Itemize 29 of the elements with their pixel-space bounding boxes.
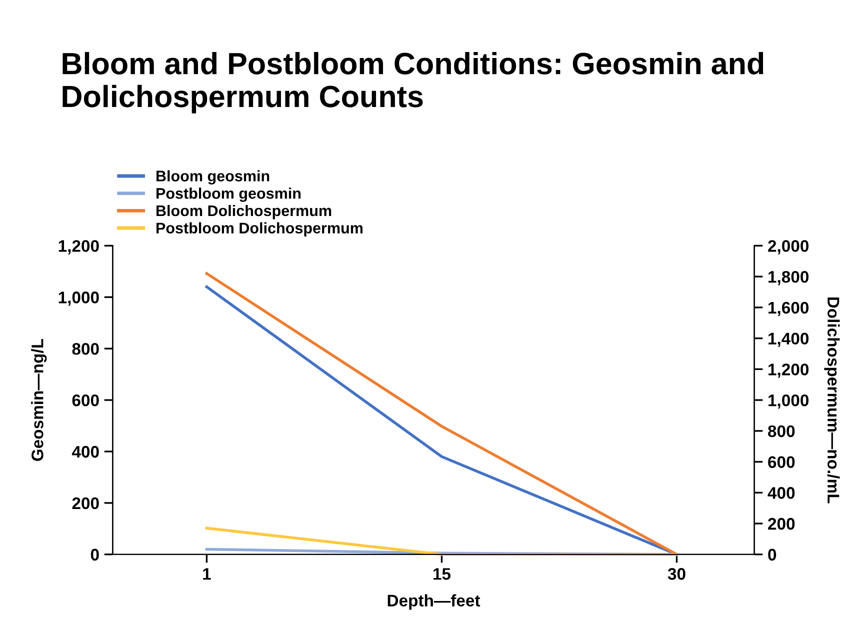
x-tick-label: 30 (668, 568, 686, 580)
x-tick-label: 15 (434, 568, 451, 580)
chart-title: Bloom and Postbloom Conditions: Geosmin and Dolichospermum Counts (62, 52, 764, 114)
y2-tick-label: 1,600 (768, 302, 809, 316)
y-tick-label: 800 (72, 343, 99, 355)
y2-axis-title: Dolichospermum—no./mL (824, 297, 840, 504)
y-tick-label: 600 (72, 394, 99, 406)
y-tick-label: 200 (72, 497, 99, 510)
y-tick-label: 400 (72, 446, 99, 458)
y2-tick-label: 2,000 (768, 240, 809, 254)
y2-tick-label: 0 (768, 548, 776, 561)
y2-tick-label: 600 (768, 456, 795, 468)
y2-tick-label: 1,800 (768, 270, 809, 286)
x-tick-label: 1 (203, 568, 211, 580)
y2-tick-label: 200 (768, 518, 795, 530)
y-axis-title: Geosmin—ng/L (31, 338, 47, 461)
y2-tick-label: 1,000 (768, 394, 809, 409)
legend-label: Postbloom geosmin (156, 188, 301, 202)
legend-label: Bloom geosmin (156, 170, 270, 185)
legend-label: Postbloom Dolichospermum (156, 222, 363, 236)
legend-label: Bloom Dolichospermum (156, 204, 332, 220)
y-tick-label: 1,000 (58, 292, 99, 306)
y2-tick-label: 400 (768, 487, 795, 499)
y2-tick-label: 1,200 (768, 364, 809, 378)
y-tick-label: 1,200 (58, 240, 99, 254)
x-axis-title: Depth—feet (388, 594, 480, 610)
y2-tick-label: 1,400 (768, 332, 809, 347)
y-tick-label: 0 (90, 548, 99, 561)
y2-tick-label: 800 (768, 425, 795, 438)
